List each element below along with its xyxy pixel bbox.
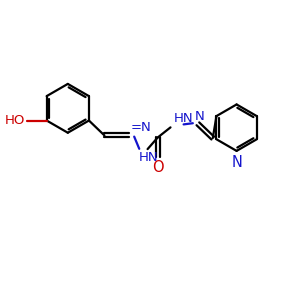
Text: N: N — [194, 110, 204, 123]
Text: =N: =N — [130, 121, 151, 134]
Text: N: N — [232, 155, 243, 170]
Text: HN: HN — [139, 151, 159, 164]
Text: O: O — [152, 160, 164, 175]
Text: HO: HO — [4, 114, 25, 127]
Text: HN: HN — [174, 112, 194, 125]
